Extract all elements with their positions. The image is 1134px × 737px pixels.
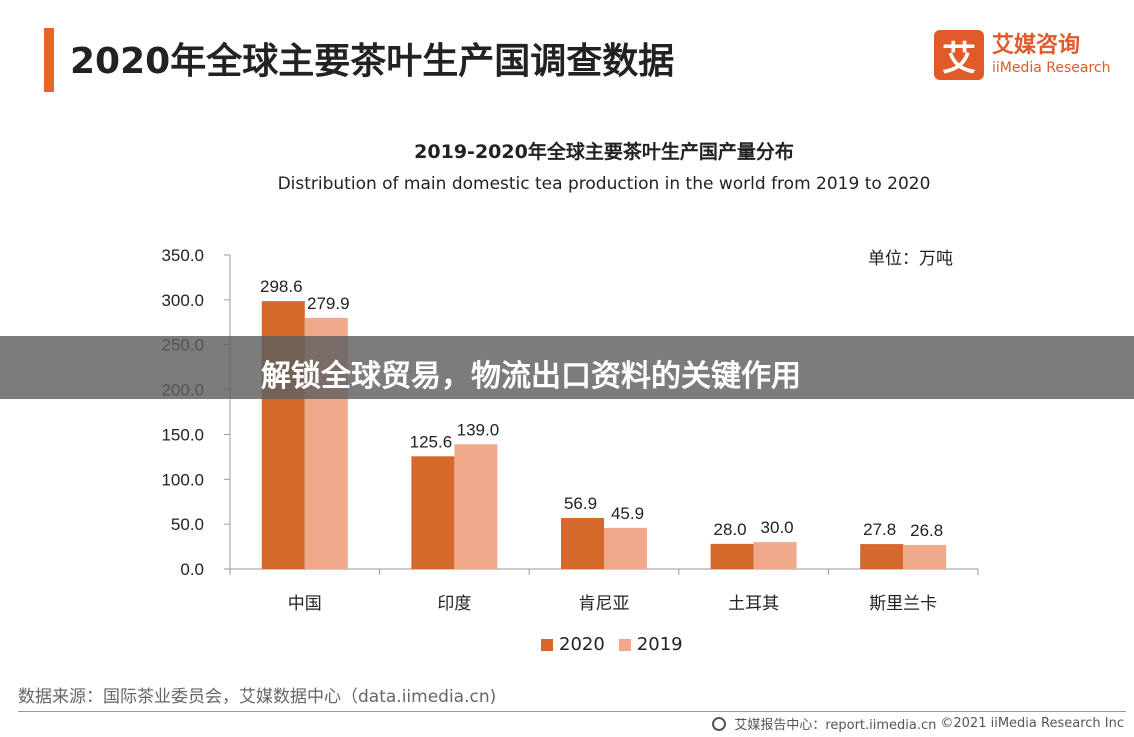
chart-subtitle: Distribution of main domestic tea produc…: [277, 174, 931, 194]
chart-legend: 2020 2019: [541, 634, 697, 655]
data-label-2019: 30.0: [761, 518, 794, 537]
legend-item-2020: 2020: [541, 634, 605, 655]
iimedia-logo: 艾 艾媒咨询 iiMedia Research: [934, 30, 1111, 80]
logo-mark-icon: 艾: [934, 30, 984, 80]
y-tick-label: 300.0: [161, 291, 204, 310]
legend-item-2019: 2019: [618, 634, 683, 655]
data-label-2019: 139.0: [457, 420, 500, 439]
y-tick-label: 150.0: [161, 425, 204, 444]
logo-name-cn: 艾媒咨询: [992, 33, 1081, 58]
title-accent-bar: [44, 28, 54, 92]
bar-2019: [604, 527, 647, 569]
footer: 艾媒报告中心：report.iimedia.cn ©2021 iiMedia R…: [712, 714, 1124, 733]
bar-2020: [561, 517, 604, 569]
bar-2020: [860, 544, 904, 569]
data-label-2019: 279.9: [307, 294, 350, 313]
logo-name-en: iiMedia Research: [992, 60, 1111, 76]
y-tick-label: 100.0: [161, 470, 204, 489]
footer-divider: [18, 711, 1126, 712]
legend-swatch-2020: [541, 638, 553, 651]
data-label-2020: 28.0: [714, 520, 747, 539]
y-tick-label: 0.0: [180, 560, 204, 579]
data-label-2020: 298.6: [260, 277, 303, 296]
legend-label-2020: 2020: [559, 634, 605, 655]
x-tick-label: 中国: [288, 594, 322, 613]
bar-2019: [454, 444, 498, 569]
y-tick-label: 50.0: [171, 515, 204, 534]
x-tick-label: 斯里兰卡: [869, 594, 937, 613]
x-tick-label: 肯尼亚: [579, 594, 630, 613]
data-source: 数据来源：国际茶业委员会，艾媒数据中心（data.iimedia.cn): [18, 687, 497, 707]
globe-icon: [712, 716, 727, 731]
bar-2020: [710, 543, 754, 569]
chart-title: 2019-2020年全球主要茶叶生产国产量分布: [414, 141, 794, 163]
x-tick-label: 印度: [437, 594, 471, 613]
legend-label-2019: 2019: [636, 634, 683, 655]
bar-2019: [753, 542, 797, 569]
headline-banner-text: 解锁全球贸易，物流出口资料的关键作用: [261, 359, 801, 394]
footer-site: 艾媒报告中心：report.iimedia.cn: [734, 718, 937, 733]
y-tick-label: 350.0: [161, 246, 204, 265]
data-label-2020: 27.8: [863, 520, 896, 539]
data-label-2019: 45.9: [611, 504, 644, 523]
data-label-2020: 125.6: [410, 432, 453, 451]
x-tick-label: 土耳其: [728, 594, 779, 613]
footer-copyright: ©2021 iiMedia Research Inc: [940, 716, 1124, 731]
legend-swatch-2019: [618, 638, 631, 651]
bar-2019: [903, 544, 947, 569]
page-title: 2020年全球主要茶叶生产国调查数据: [70, 41, 675, 82]
unit-label: 单位：万吨: [868, 249, 953, 269]
data-label-2019: 26.8: [910, 521, 943, 540]
data-label-2020: 56.9: [564, 494, 597, 513]
bar-2020: [411, 456, 455, 569]
headline-banner: [0, 336, 1134, 399]
